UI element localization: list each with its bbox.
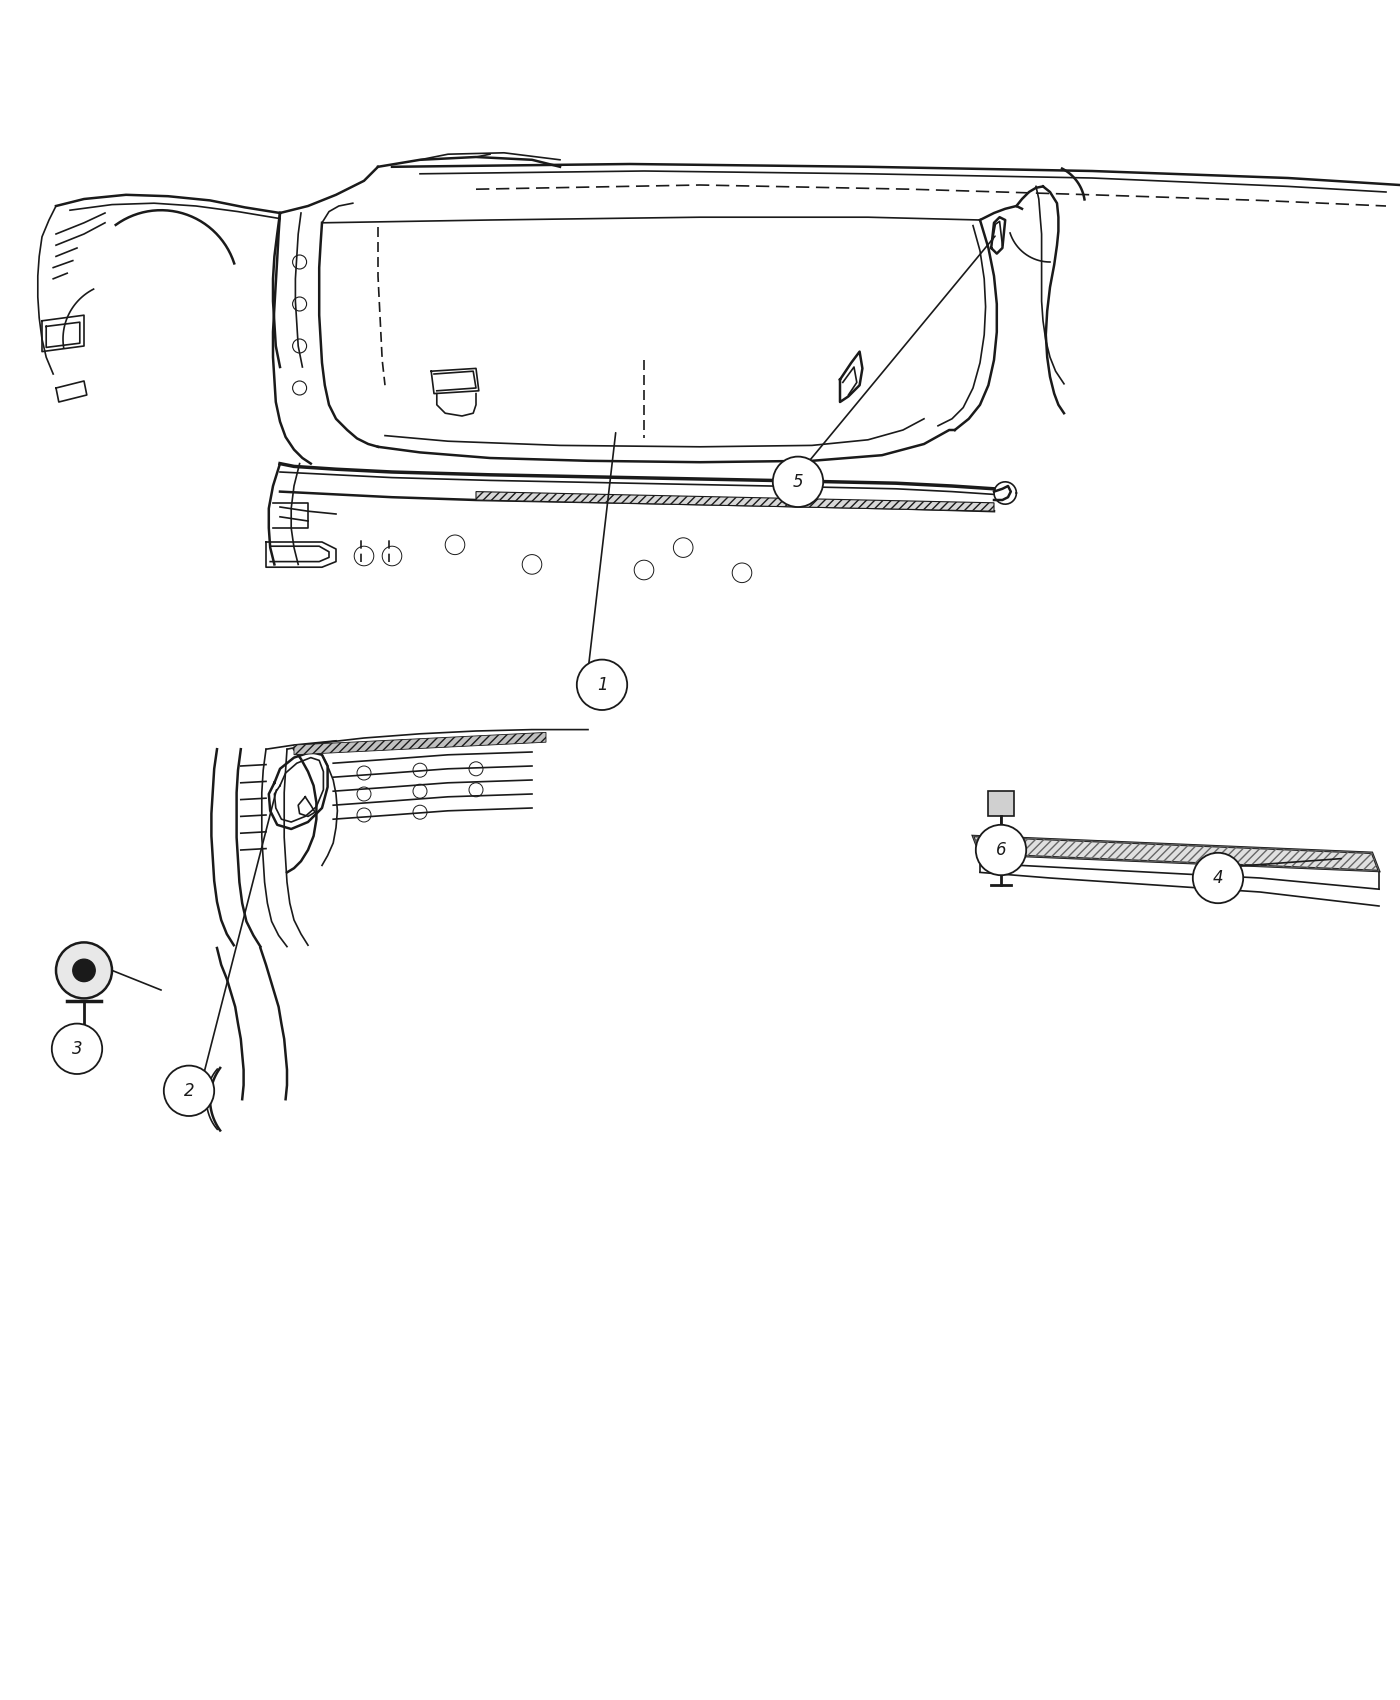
Polygon shape: [294, 733, 546, 755]
Circle shape: [52, 1023, 102, 1074]
Text: 3: 3: [71, 1040, 83, 1057]
Circle shape: [976, 824, 1026, 876]
Circle shape: [56, 942, 112, 998]
Circle shape: [577, 660, 627, 711]
Text: 6: 6: [995, 842, 1007, 858]
Text: 1: 1: [596, 677, 608, 694]
Text: 5: 5: [792, 473, 804, 491]
Text: 2: 2: [183, 1081, 195, 1100]
Circle shape: [73, 959, 95, 981]
Circle shape: [164, 1066, 214, 1115]
Circle shape: [1193, 853, 1243, 903]
FancyBboxPatch shape: [988, 790, 1014, 816]
Text: 4: 4: [1212, 869, 1224, 887]
Circle shape: [773, 457, 823, 507]
Polygon shape: [476, 491, 994, 512]
Polygon shape: [973, 836, 1379, 870]
